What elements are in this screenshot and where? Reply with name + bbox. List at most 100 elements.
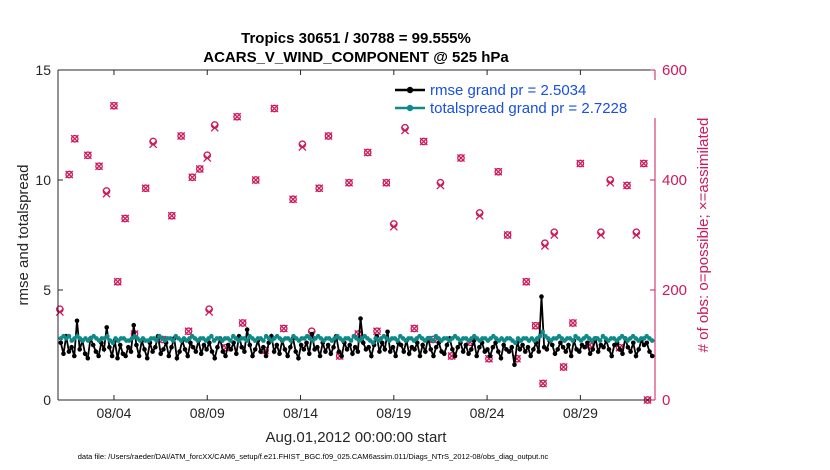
obs-assimilated-point: [83, 151, 92, 160]
rmse-point: [117, 342, 123, 348]
rmse-point: [271, 349, 277, 354]
rmse-point: [490, 344, 496, 350]
x-tick-label: 08/09: [190, 405, 225, 421]
obs-possible-point: [270, 104, 279, 113]
rmse-point: [509, 344, 515, 350]
rmse-point: [128, 349, 134, 354]
obs-assimilated-point: [363, 148, 372, 157]
obs-assimilated-point: [195, 164, 204, 174]
rmse-point: [166, 353, 172, 359]
rmse-point: [595, 349, 601, 354]
rmse-point: [153, 344, 158, 350]
rmse-point: [485, 347, 490, 352]
obs-possible-point: [531, 321, 540, 330]
obs-assimilated-point: [210, 123, 219, 132]
rmse-point: [244, 327, 250, 332]
rmse-point: [90, 342, 96, 348]
obs-assimilated-point: [494, 167, 503, 176]
obs-possible-point: [251, 176, 260, 184]
rmse-point: [366, 344, 371, 350]
obs-assimilated-point: [456, 153, 466, 163]
rmse-point: [493, 340, 498, 346]
rmse-point: [377, 349, 382, 354]
obs-assimilated-point: [531, 321, 540, 330]
legend-rmse-marker: [406, 86, 414, 94]
spread-point: [540, 329, 545, 335]
rmse-point: [636, 347, 641, 352]
rmse-point: [339, 353, 344, 359]
rmse-point: [261, 344, 266, 350]
rmse-point: [352, 344, 358, 350]
rmse-point: [558, 340, 563, 346]
obs-possible-point: [410, 324, 419, 333]
rmse-point: [317, 353, 323, 359]
obs-assimilated-point: [121, 214, 130, 223]
y-right-axis-label: # of obs: o=possible; ×=assimilated: [695, 118, 712, 353]
rmse-point: [325, 342, 331, 348]
rmse-point: [169, 344, 174, 350]
obs-possible-point: [419, 137, 428, 146]
rmse-point: [136, 353, 142, 359]
rmse-point: [536, 349, 542, 354]
obs-assimilated-point: [568, 318, 577, 328]
rmse-point: [520, 342, 525, 348]
obs-possible-point: [141, 184, 150, 193]
rmse-point: [242, 349, 247, 354]
obs-assimilated-point: [65, 170, 74, 179]
legend: rmse grand pr = 2.5034 totalspread grand…: [388, 80, 656, 118]
spread-point: [649, 338, 655, 343]
y-tick-label: 5: [43, 282, 51, 298]
obs-assimilated-point: [622, 181, 632, 190]
spread-point: [66, 333, 72, 339]
obs-possible-point: [84, 151, 92, 160]
rmse-point: [576, 349, 582, 354]
rmse-point: [423, 349, 428, 354]
obs-assimilated-point: [503, 230, 512, 240]
rmse-point: [277, 351, 282, 357]
rmse-point: [304, 340, 309, 346]
rmse-point: [131, 322, 137, 328]
rmse-point: [474, 353, 479, 359]
rmse-point: [331, 344, 336, 350]
obs-assimilated-point: [522, 277, 531, 286]
obs-assimilated-point: [639, 159, 648, 168]
obs-assimilated-point: [205, 307, 214, 317]
obs-assimilated-point: [141, 184, 150, 193]
rmse-point: [498, 355, 504, 361]
obs-possible-point: [623, 181, 631, 190]
obs-possible-point: [95, 162, 103, 171]
rmse-point: [552, 351, 558, 357]
rmse-point: [126, 344, 131, 350]
rmse-point: [223, 353, 228, 359]
obs-assimilated-point: [382, 178, 391, 187]
rmse-point: [252, 347, 258, 352]
obs-possible-point: [522, 277, 531, 286]
rmse-point: [625, 344, 631, 350]
obs-assimilated-point: [576, 159, 585, 168]
rmse-point: [185, 353, 191, 359]
rmse-point: [315, 344, 320, 350]
rmse-point: [601, 344, 606, 350]
rmse-point: [296, 355, 301, 361]
rmse-point: [96, 353, 101, 359]
obs-possible-point: [195, 165, 204, 173]
obs-assimilated-point: [94, 162, 104, 171]
rmse-point: [382, 347, 388, 352]
obs-assimilated-point: [632, 230, 641, 240]
rmse-point: [531, 347, 536, 352]
rmse-point: [188, 340, 193, 346]
obs-possible-point: [315, 184, 324, 193]
obs-assimilated-point: [550, 230, 559, 240]
spread-point: [244, 338, 250, 343]
rmse-point: [69, 344, 74, 350]
obs-assimilated-point: [389, 222, 398, 231]
rmse-point: [401, 349, 407, 354]
rmse-point: [61, 351, 66, 357]
rmse-point: [390, 344, 396, 350]
rmse-point: [444, 342, 450, 348]
x-tick-label: 08/24: [470, 405, 505, 421]
rmse-point: [544, 347, 550, 352]
obs-assimilated-point: [344, 178, 354, 187]
spread-point: [597, 338, 603, 343]
obs-assimilated-point: [251, 175, 260, 185]
